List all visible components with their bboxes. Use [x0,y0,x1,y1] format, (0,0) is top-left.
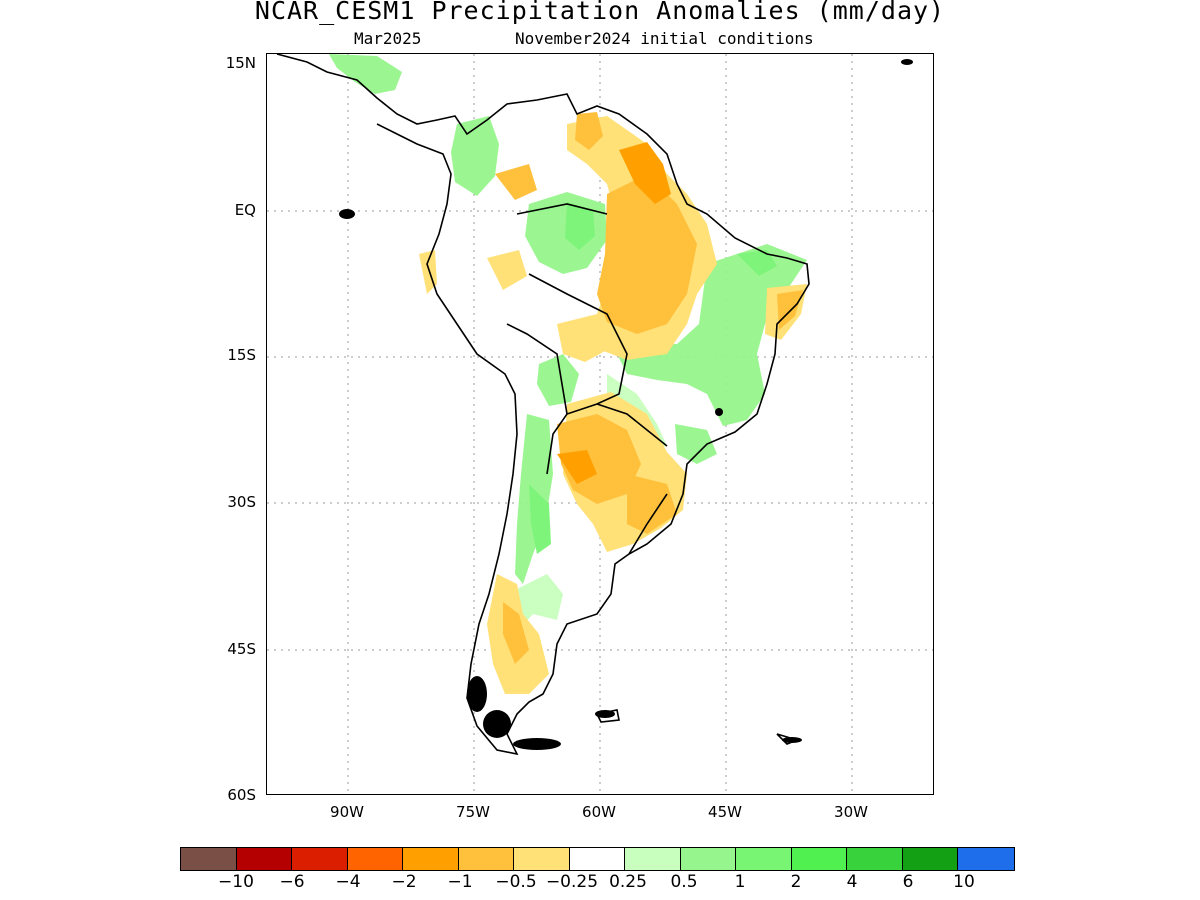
colorbar-swatch-10 [736,848,792,870]
colorbar-swatch-9 [680,848,736,870]
lat-label-45s: 45S [227,640,256,658]
colorbar-label: −2 [391,872,417,892]
lon-label-90w: 90W [330,803,364,821]
colorbar-label: 0.25 [609,872,647,892]
initial-conditions: November2024 initial conditions [515,29,814,48]
colorbar-label: −0.25 [545,872,599,892]
lon-label-30w: 30W [834,803,868,821]
lon-label-45w: 45W [708,803,742,821]
colorbar-swatch-5 [458,848,514,870]
wet-anomalies [329,54,933,634]
colorbar-swatch-0 [181,848,237,870]
colorbar-swatch-14 [958,848,1014,870]
lat-label-15s: 15S [227,346,256,364]
colorbar-label: −0.5 [495,872,537,892]
lat-label-60s: 60S [227,786,256,804]
colorbar-swatch-12 [847,848,903,870]
colorbar-swatch-2 [292,848,348,870]
colorbar-label: 6 [902,872,914,892]
valid-month: Mar2025 [354,29,422,48]
islands [339,59,913,750]
anomaly-map [267,54,933,794]
lat-label-eq: EQ [234,201,256,219]
colorbar [180,847,1015,871]
colorbar-swatch-7 [569,848,625,870]
colorbar-swatch-3 [347,848,403,870]
colorbar-label: 2 [790,872,802,892]
lon-label-75w: 75W [456,803,490,821]
chart-title: NCAR_CESM1 Precipitation Anomalies (mm/d… [254,0,946,25]
colorbar-label: −6 [279,872,305,892]
colorbar-label: 4 [846,872,858,892]
colorbar-swatch-13 [902,848,958,870]
colorbar-label: −10 [218,872,254,892]
colorbar-label: 0.5 [670,872,698,892]
colorbar-label: −1 [447,872,473,892]
colorbar-swatch-6 [514,848,570,870]
lat-label-15n: 15N [225,54,256,72]
colorbar-swatch-1 [236,848,292,870]
colorbar-swatch-4 [403,848,459,870]
colorbar-swatch-8 [625,848,681,870]
colorbar-label: 10 [953,872,975,892]
colorbar-label: 1 [734,872,746,892]
colorbar-swatch-11 [791,848,847,870]
lat-label-30s: 30S [227,493,256,511]
lon-label-60w: 60W [582,803,616,821]
map-panel [266,53,934,795]
colorbar-label: −4 [335,872,361,892]
